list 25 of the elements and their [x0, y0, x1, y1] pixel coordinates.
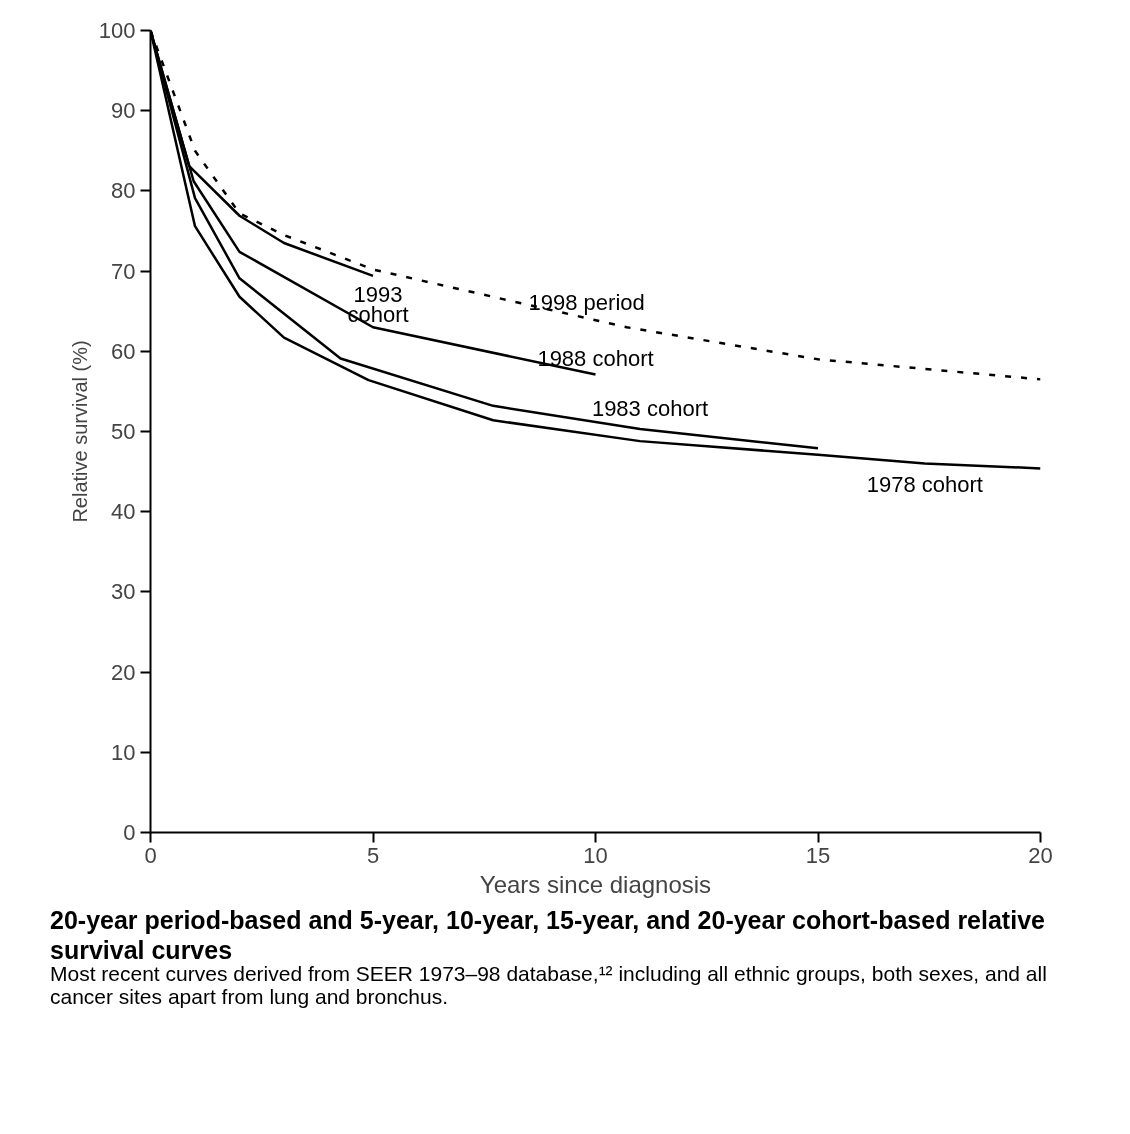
series-label: 1993 cohort: [347, 281, 409, 327]
x-tick-label: 0: [144, 842, 157, 868]
y-tick-label: 60: [111, 338, 136, 364]
y-axis-title: Relative survival (%): [68, 340, 91, 523]
y-tick-label: 30: [111, 579, 136, 605]
y-tick-label: 50: [111, 419, 136, 444]
y-tick-label: 80: [111, 178, 136, 204]
x-tick-label: 20: [1028, 842, 1053, 868]
x-tick-label: 10: [583, 842, 608, 868]
y-tick-label: 90: [111, 98, 136, 124]
x-tick-label: 15: [805, 842, 831, 868]
series-label: 1998 period: [528, 290, 645, 316]
series-label: 1988 cohort: [537, 345, 654, 371]
text: Most recent curves derived from SEER 1973–98 database,¹² including all ethnic groups, both sexes, and all cancer sites apart from lung and bronchus.: [50, 962, 1048, 1009]
y-tick-label: 20: [111, 659, 136, 685]
y-tick-label: 100: [98, 18, 136, 43]
text: 20-year period-based and 5-year, 10-year, 15-year, and 20-year cohort-based relative survival curves: [50, 905, 1046, 965]
series-label: 1983 cohort: [591, 396, 709, 422]
y-tick-label: 10: [111, 739, 136, 765]
x-tick-label: 5: [366, 842, 380, 868]
y-tick-label: 70: [111, 258, 136, 284]
series-label: 1978 cohort: [866, 471, 983, 497]
x-axis-title: Years since diagnosis: [479, 870, 712, 898]
y-tick-label: 40: [111, 499, 136, 525]
y-tick-label: 0: [123, 820, 136, 845]
